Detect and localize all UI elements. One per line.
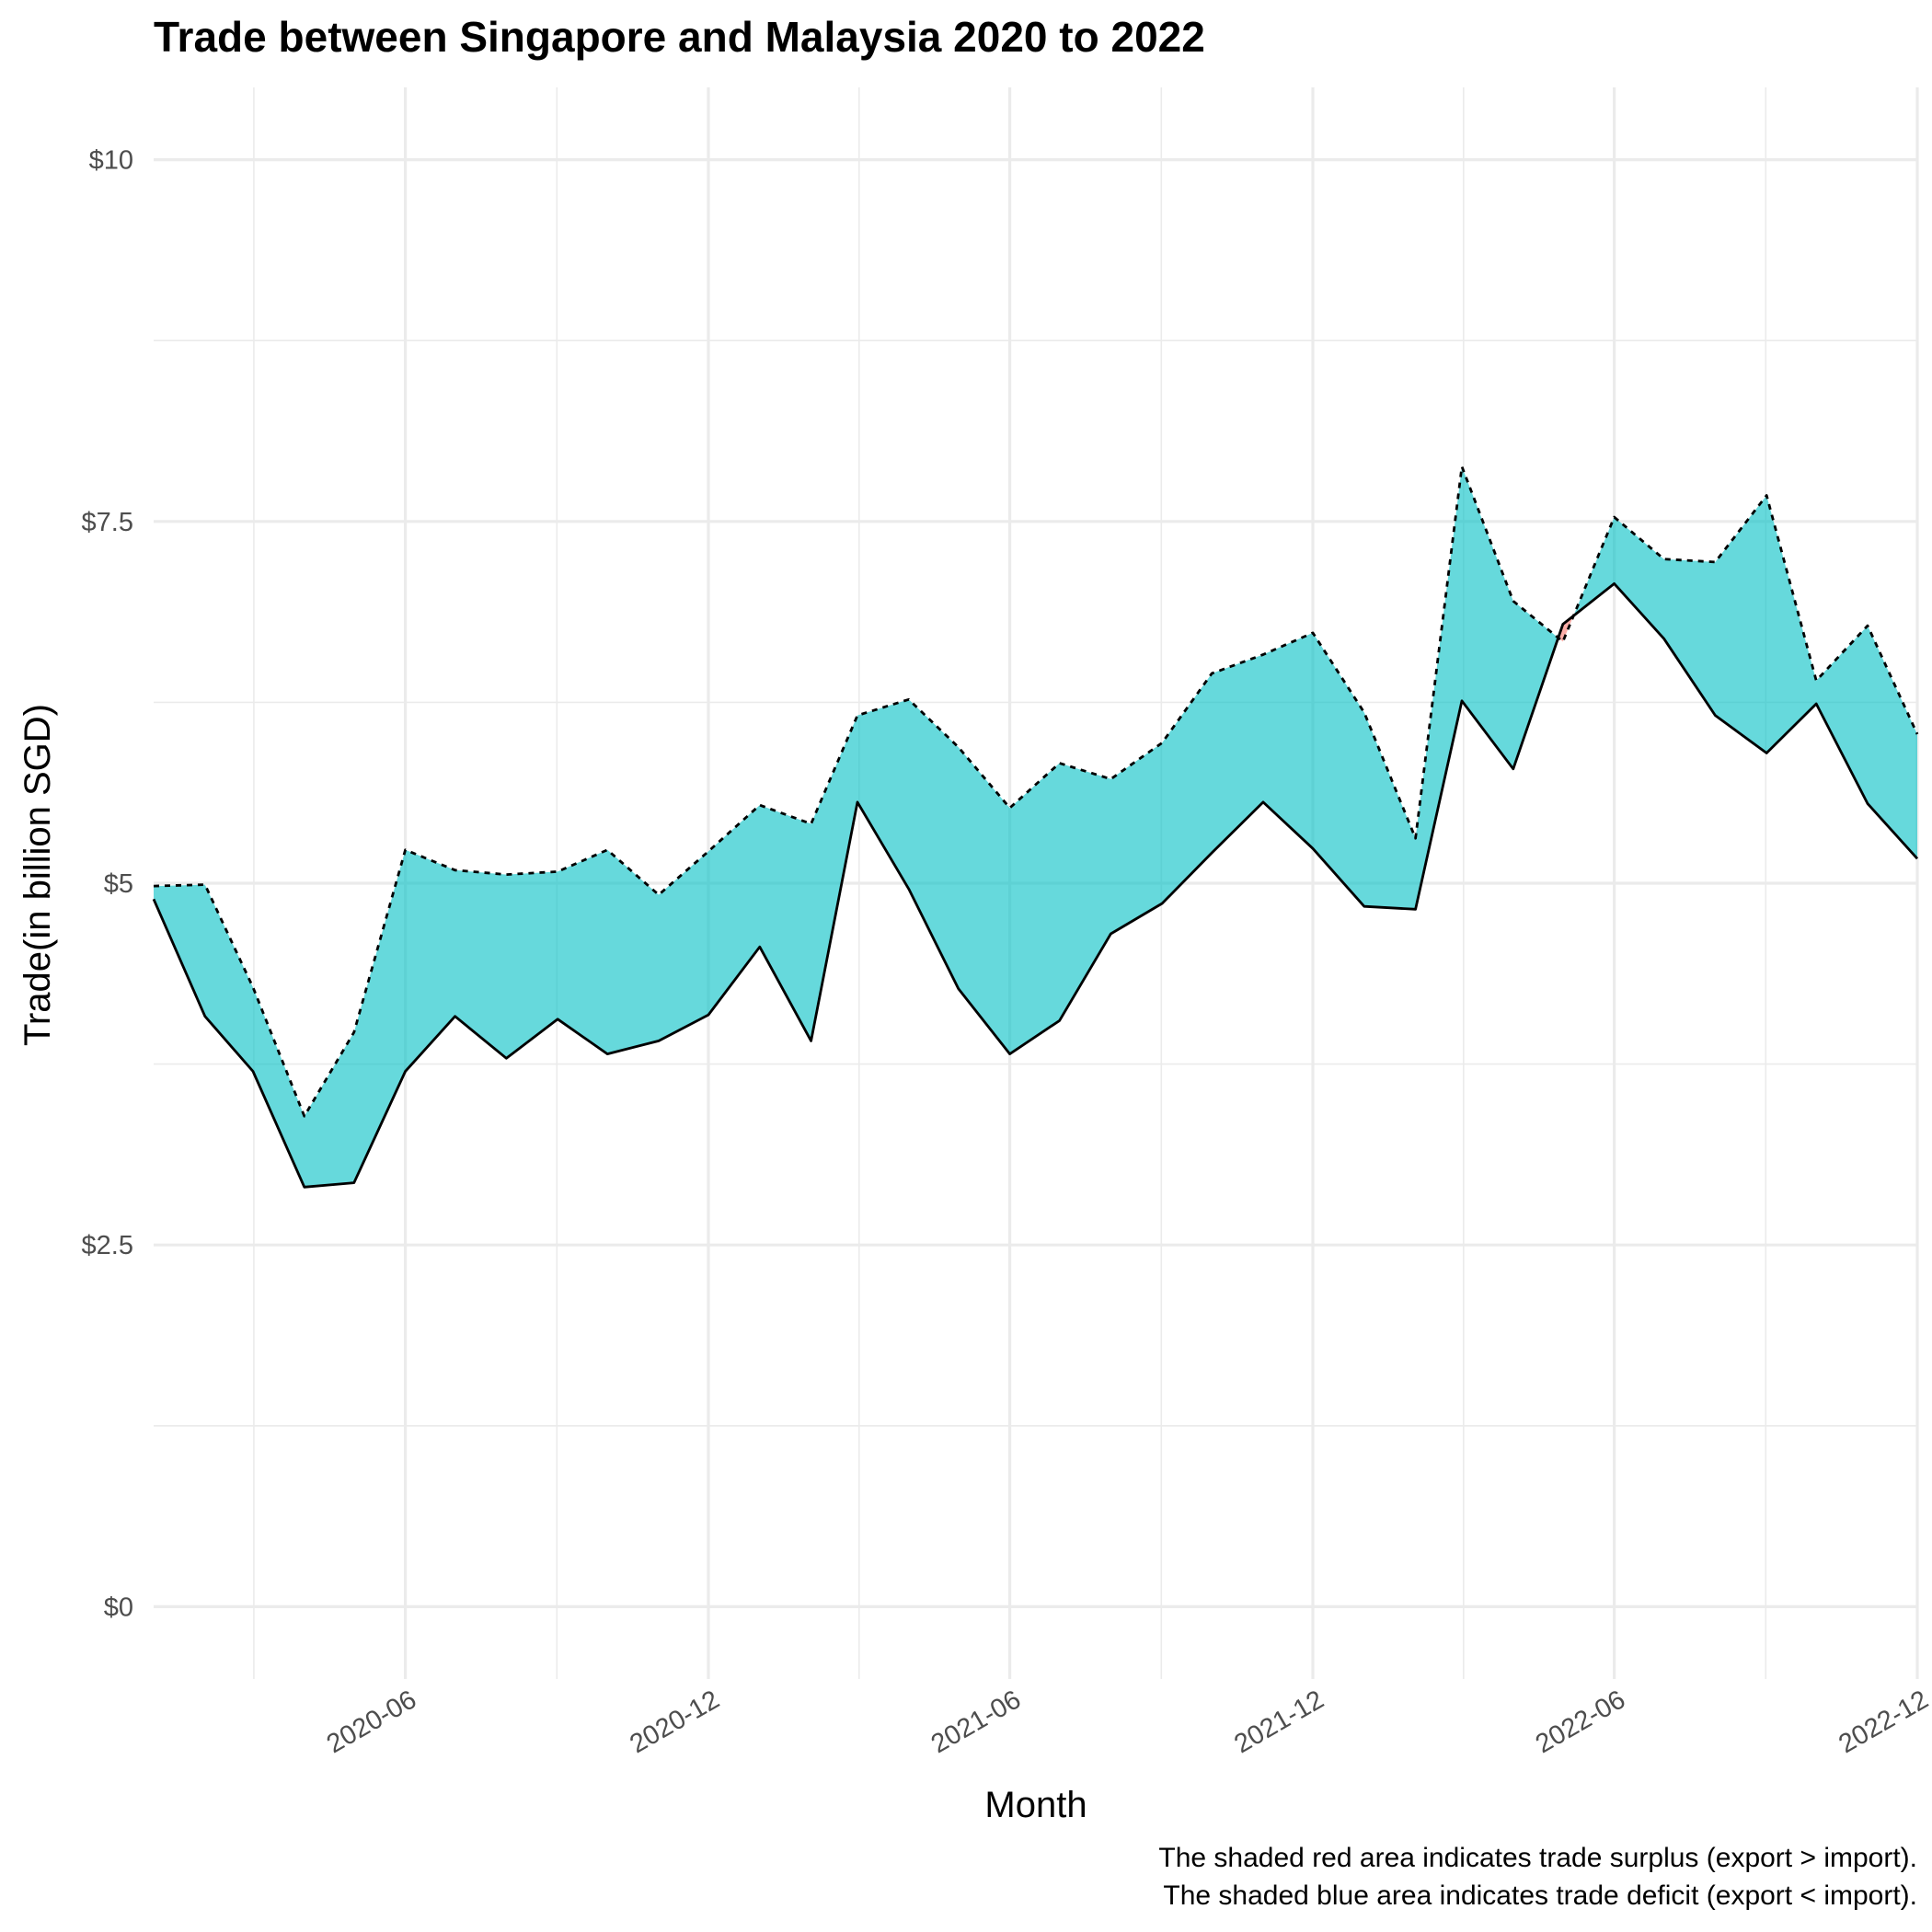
x-tick-label: 2022-12 bbox=[1834, 1685, 1932, 1759]
x-tick-label: 2020-06 bbox=[322, 1685, 421, 1759]
x-tick-label: 2020-12 bbox=[625, 1685, 724, 1759]
y-tick-label: $5 bbox=[104, 869, 133, 899]
x-tick-label: 2022-06 bbox=[1531, 1685, 1630, 1759]
y-tick-label: $10 bbox=[89, 146, 133, 176]
trade-balance-areas bbox=[154, 466, 1917, 1188]
x-axis-title: Month bbox=[984, 1785, 1087, 1825]
chart-title: Trade between Singapore and Malaysia 202… bbox=[154, 13, 1205, 61]
y-axis-tick-labels: $0 $2.5 $5 $7.5 $10 bbox=[82, 146, 133, 1623]
series-lines bbox=[152, 465, 1919, 1189]
solid-series-line bbox=[152, 582, 1919, 1189]
y-tick-label: $7.5 bbox=[82, 508, 133, 537]
deficit-area bbox=[1573, 495, 1917, 859]
caption-deficit: The shaded blue area indicates trade def… bbox=[1163, 1880, 1917, 1911]
y-tick-label: $2.5 bbox=[82, 1231, 133, 1260]
x-tick-label: 2021-06 bbox=[926, 1685, 1026, 1759]
caption-surplus: The shaded red area indicates trade surp… bbox=[1158, 1843, 1917, 1873]
y-tick-label: $0 bbox=[104, 1593, 133, 1622]
x-axis-tick-labels: 2020-06 2020-12 2021-06 2021-12 2022-06 2022-… bbox=[322, 1685, 1932, 1759]
deficit-area bbox=[154, 466, 1558, 1188]
y-axis-title: Trade(in billion SGD) bbox=[17, 704, 58, 1046]
surplus-area bbox=[1558, 615, 1574, 642]
x-tick-label: 2021-12 bbox=[1229, 1685, 1328, 1759]
